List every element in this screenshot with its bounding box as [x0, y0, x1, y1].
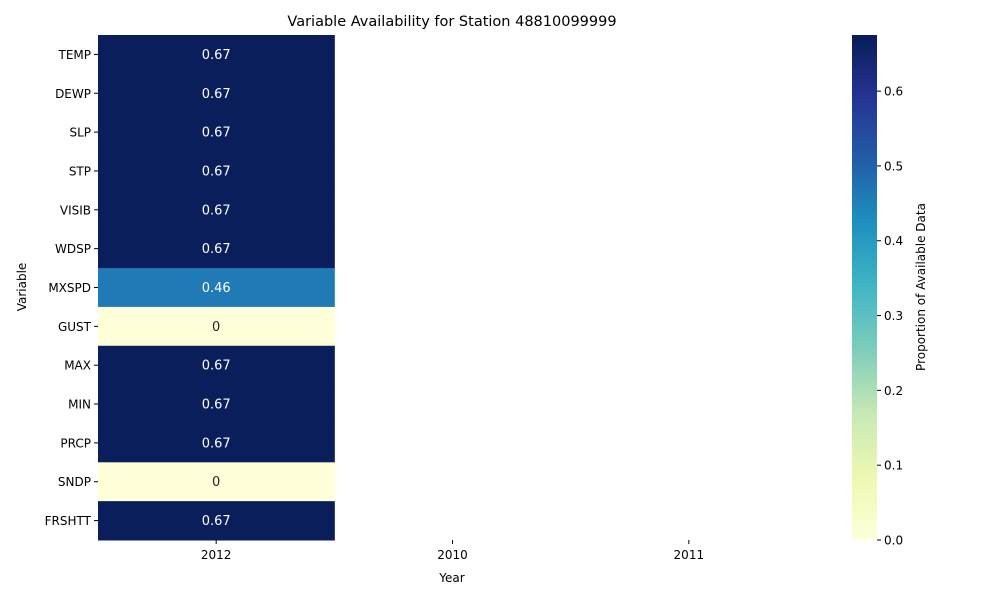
y-tick-label: GUST [58, 320, 92, 334]
cell-value-label: 0.67 [202, 203, 231, 218]
cell-value-label: 0.67 [202, 126, 231, 141]
cell-value-label: 0 [212, 475, 220, 490]
heatmap-cell [98, 190, 335, 230]
heatmap-cell [98, 501, 335, 541]
y-tick-label: SNDP [58, 475, 91, 489]
colorbar-tick-label: 0.2 [884, 384, 903, 398]
cell-value-label: 0.67 [202, 48, 231, 63]
heatmap-cell [98, 112, 335, 153]
colorbar-tick-label: 0.4 [884, 234, 903, 248]
cell-value-label: 0.67 [202, 398, 231, 413]
y-tick-label: FRSHTT [45, 514, 92, 528]
x-axis-label: Year [438, 571, 464, 585]
heatmap-cell [98, 73, 335, 114]
cell-value-label: 0.67 [202, 87, 231, 102]
x-tick-label: 2012 [201, 548, 232, 562]
colorbar-tick-label: 0.3 [884, 309, 903, 323]
y-tick-label: TEMP [57, 48, 91, 62]
heatmap-cell [98, 306, 335, 347]
y-axis: TEMP DEWP SLP STP VISIB WDSP MXSPD GUST MAX MIN PR… [45, 48, 98, 528]
cell-value-label: 0.67 [202, 164, 231, 179]
y-tick-label: STP [69, 164, 91, 178]
y-tick-label: SLP [69, 126, 91, 140]
cell-value-label: 0.46 [202, 281, 231, 296]
y-tick-label: WDSP [55, 242, 91, 256]
cell-value-label: 0.67 [202, 514, 231, 529]
heatmap-cell [98, 151, 335, 191]
x-tick-label: 2011 [674, 548, 705, 562]
y-tick-label: DEWP [55, 87, 91, 101]
colorbar-tick-label: 0.5 [884, 159, 903, 173]
colorbar: 0.0 0.1 0.2 0.3 0.4 0.5 0.6 [852, 35, 903, 548]
colorbar-tick-label: 0.6 [884, 85, 903, 99]
cell-value-label: 0.67 [202, 436, 231, 451]
x-axis: 2012 2010 2011 [201, 540, 704, 562]
heatmap-cell [98, 268, 335, 308]
heatmap-cells [98, 35, 335, 541]
cell-value-label: 0.67 [202, 359, 231, 374]
colorbar-gradient [852, 35, 877, 540]
chart-title: Variable Availability for Station 488100… [287, 14, 616, 30]
heatmap-cell [98, 229, 335, 269]
cell-value-label: 0.67 [202, 242, 231, 257]
y-tick-label: MXSPD [48, 281, 91, 295]
heatmap-cell [98, 384, 335, 424]
y-tick-label: MIN [68, 398, 91, 412]
heatmap-cell [98, 345, 335, 386]
colorbar-tick-label: 0.0 [884, 534, 903, 548]
heatmap-cell [98, 423, 335, 463]
y-tick-label: MAX [64, 359, 91, 373]
y-tick-label: PRCP [60, 436, 91, 450]
cell-labels: 0.67 0.67 0.67 0.67 0.67 0.67 0.46 0 0.67 0.67 0.6… [202, 48, 231, 529]
y-tick-label: VISIB [60, 203, 91, 217]
cell-value-label: 0 [212, 320, 220, 335]
colorbar-label: Proportion of Available Data [914, 203, 928, 371]
y-axis-label: Variable [15, 263, 29, 312]
heatmap-cell [98, 35, 335, 75]
x-tick-label: 2010 [437, 548, 468, 562]
colorbar-tick-label: 0.1 [884, 459, 903, 473]
heatmap-cell [98, 462, 335, 502]
